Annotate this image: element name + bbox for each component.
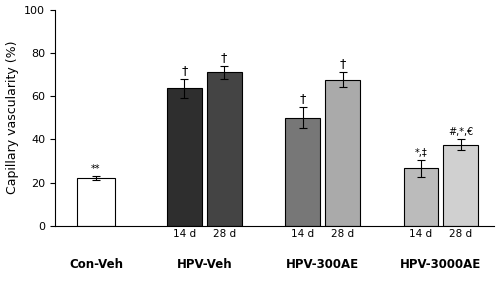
Text: Con-Veh: Con-Veh [69,258,123,271]
Bar [325,80,360,226]
Text: #,*,€: #,*,€ [448,127,473,137]
Bar [444,145,478,226]
Text: *,‡: *,‡ [414,148,428,158]
Text: †: † [340,57,345,70]
Text: †: † [300,92,306,105]
Text: HPV-Veh: HPV-Veh [176,258,232,271]
Text: **: ** [91,164,101,174]
Text: HPV-300AE: HPV-300AE [286,258,359,271]
Text: †: † [181,64,188,76]
Bar [77,178,114,226]
Bar [285,118,320,226]
Text: †: † [221,51,228,64]
Bar [404,169,438,226]
Y-axis label: Capillary vascularity (%): Capillary vascularity (%) [6,41,18,194]
Bar [167,88,202,226]
Text: HPV-3000AE: HPV-3000AE [400,258,481,271]
Bar [207,72,242,226]
